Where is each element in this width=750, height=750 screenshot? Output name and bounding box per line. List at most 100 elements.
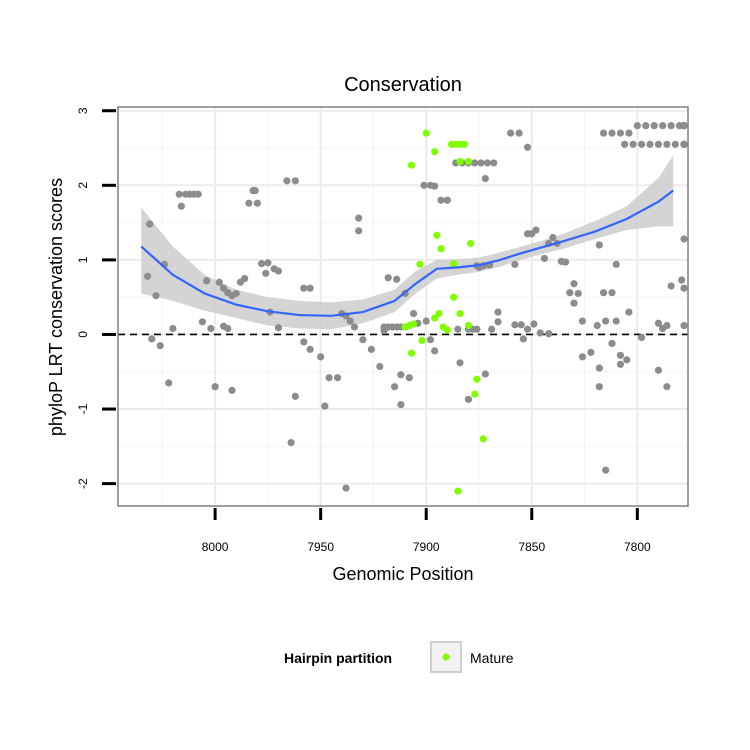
legend: Hairpin partition Mature <box>284 641 514 673</box>
point-mature <box>407 161 416 169</box>
point-other <box>671 140 679 148</box>
point-other <box>488 325 496 333</box>
point-mature <box>407 349 416 357</box>
points-mature <box>401 129 487 495</box>
point-other <box>511 260 519 268</box>
point-other <box>616 351 625 359</box>
point-other <box>420 181 428 189</box>
point-other <box>390 383 399 391</box>
point-other <box>532 226 540 234</box>
point-other <box>612 317 620 325</box>
point-other <box>431 182 439 190</box>
point-other <box>561 258 570 266</box>
point-other <box>454 325 462 333</box>
point-other <box>262 269 270 277</box>
point-other <box>165 379 173 387</box>
point-other <box>625 129 633 137</box>
point-other <box>623 356 631 364</box>
point-other <box>397 371 405 379</box>
point-mature <box>450 260 458 268</box>
point-other <box>545 330 553 338</box>
point-other <box>376 362 384 371</box>
point-other <box>587 348 595 356</box>
point-other <box>519 335 527 343</box>
point-mature <box>435 309 443 318</box>
point-other <box>253 199 261 207</box>
point-other <box>471 159 479 167</box>
point-other <box>570 280 578 288</box>
point-other <box>384 274 392 282</box>
chart-title: Conservation <box>344 74 462 96</box>
point-other <box>380 327 388 335</box>
point-mature <box>454 487 462 495</box>
point-other <box>612 260 620 268</box>
point-other <box>663 383 671 391</box>
point-other <box>264 259 272 267</box>
point-other <box>481 174 489 183</box>
point-other <box>203 277 211 285</box>
point-other <box>245 199 253 207</box>
point-other <box>175 190 183 198</box>
x-tick-label: 7850 <box>518 540 545 554</box>
smooth-path <box>140 189 674 317</box>
y-tick-label: 1 <box>76 256 90 263</box>
point-other <box>659 324 667 333</box>
x-axis: 8000 7950 7900 7850 7800 <box>202 508 651 554</box>
point-other <box>355 227 363 235</box>
point-other <box>156 342 164 350</box>
point-other <box>633 122 641 130</box>
point-other <box>342 484 350 492</box>
point-other <box>654 140 663 148</box>
point-other <box>602 317 610 325</box>
point-other <box>680 321 688 330</box>
point-other <box>393 275 401 283</box>
point-other <box>257 260 266 268</box>
point-mature <box>450 293 458 301</box>
x-tick-label: 8000 <box>202 540 229 554</box>
point-other <box>146 220 154 228</box>
point-other <box>650 122 658 130</box>
point-other <box>346 317 354 325</box>
y-tick-label: 3 <box>76 107 90 114</box>
point-other <box>359 336 367 344</box>
point-other <box>291 177 299 185</box>
point-other <box>667 282 675 290</box>
point-other <box>219 284 228 292</box>
point-other <box>194 190 202 198</box>
point-other <box>148 335 156 343</box>
point-other <box>663 140 671 148</box>
point-other <box>397 400 405 409</box>
point-other <box>570 299 578 307</box>
point-other <box>517 321 525 329</box>
point-other <box>306 345 314 353</box>
point-mature <box>437 245 445 253</box>
point-other <box>629 140 637 148</box>
point-other <box>578 353 587 361</box>
point-other <box>481 370 489 378</box>
point-other <box>625 308 633 316</box>
point-other <box>241 274 249 283</box>
point-other <box>483 159 492 167</box>
point-other <box>608 129 616 137</box>
point-mature <box>464 321 473 330</box>
point-other <box>274 324 283 332</box>
point-other <box>599 129 608 137</box>
point-other <box>477 159 485 167</box>
point-other <box>274 267 283 275</box>
point-mature <box>456 309 464 318</box>
point-other <box>251 186 259 195</box>
point-other <box>574 289 582 298</box>
point-other <box>232 289 240 298</box>
point-other <box>169 324 177 333</box>
point-other <box>325 374 333 382</box>
point-other <box>621 140 629 148</box>
point-mature <box>443 326 451 334</box>
point-other <box>152 292 160 300</box>
point-other <box>333 374 342 382</box>
x-tick-label: 7950 <box>307 540 334 554</box>
point-other <box>637 140 646 148</box>
point-mature <box>416 260 424 268</box>
legend-title: Hairpin partition <box>284 650 392 666</box>
point-other <box>680 284 688 292</box>
